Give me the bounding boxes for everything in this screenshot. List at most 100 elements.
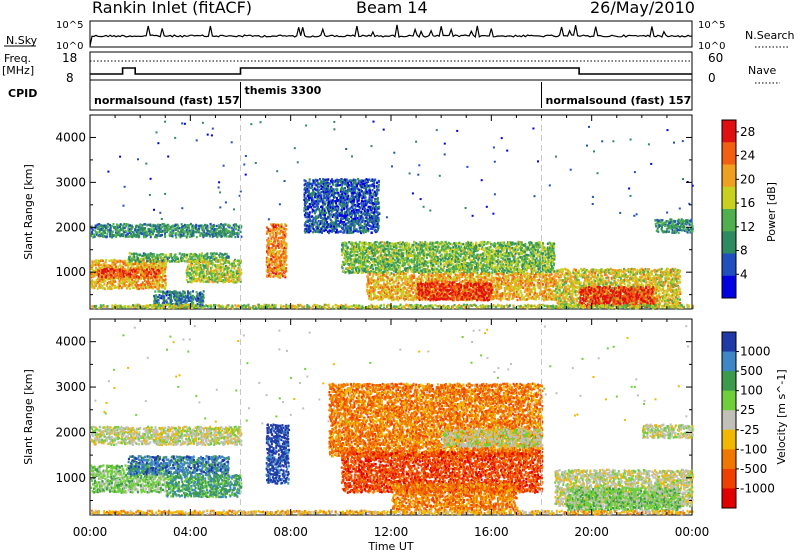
data-cell — [143, 252, 146, 256]
data-cell — [416, 269, 419, 272]
data-cell — [374, 178, 377, 181]
data-cell — [373, 190, 376, 193]
data-cell — [320, 197, 323, 200]
data-cell — [216, 272, 219, 275]
data-cell — [162, 290, 165, 294]
data-cell — [358, 269, 361, 272]
data-cell — [120, 277, 122, 280]
data-cell — [346, 210, 349, 214]
data-cell — [306, 207, 309, 211]
data-cell — [121, 268, 124, 271]
data-cell — [97, 234, 100, 237]
data-cell — [312, 180, 315, 183]
data-cell — [152, 255, 155, 258]
data-cell — [331, 203, 334, 206]
data-cell — [128, 268, 131, 272]
data-cell — [120, 272, 123, 275]
data-cell — [347, 231, 350, 235]
data-cell — [341, 222, 344, 226]
data-cell — [317, 214, 320, 217]
data-cell — [325, 194, 328, 197]
data-cell — [330, 179, 332, 183]
data-cell — [275, 224, 278, 227]
data-cell — [202, 296, 205, 299]
data-cell — [326, 196, 329, 199]
data-cell — [155, 299, 158, 303]
data-cell — [188, 255, 191, 258]
data-cell — [142, 235, 145, 239]
data-cell — [90, 234, 93, 238]
data-cell — [140, 285, 143, 288]
data-cell — [208, 280, 211, 283]
data-cell — [101, 285, 104, 288]
data-cell — [104, 231, 107, 235]
data-cell — [92, 236, 95, 239]
data-cell — [157, 259, 159, 262]
data-cell — [131, 259, 134, 262]
data-cell — [208, 230, 211, 233]
data-cell — [377, 218, 380, 222]
data-cell — [220, 253, 223, 256]
data-cell — [240, 235, 243, 238]
data-cell — [451, 243, 454, 246]
data-cell — [197, 264, 200, 267]
data-cell — [328, 202, 331, 205]
data-cell — [321, 201, 324, 204]
data-cell — [151, 287, 154, 290]
data-cell — [190, 273, 193, 276]
data-cell — [276, 265, 279, 268]
data-cell — [135, 284, 138, 288]
data-cell — [362, 217, 365, 220]
data-cell — [273, 266, 276, 270]
data-cell — [375, 216, 378, 220]
data-cell — [138, 287, 140, 290]
data-cell — [149, 282, 152, 286]
data-cell — [185, 236, 188, 239]
data-cell — [136, 260, 139, 264]
data-cell — [332, 179, 335, 183]
data-cell — [284, 230, 287, 233]
data-cell — [171, 235, 174, 238]
data-cell — [91, 260, 94, 263]
data-cell — [342, 189, 345, 192]
data-cell — [472, 268, 475, 271]
data-cell — [146, 253, 149, 256]
data-cell — [182, 293, 185, 297]
data-cell — [322, 198, 325, 202]
data-cell — [350, 215, 353, 219]
data-cell — [346, 213, 349, 216]
data-cell — [311, 198, 313, 201]
data-cell — [199, 264, 202, 267]
data-cell — [268, 259, 271, 263]
data-cell — [144, 285, 146, 288]
data-cell — [376, 181, 378, 184]
data-cell — [371, 196, 374, 199]
data-cell — [348, 200, 351, 203]
data-cell — [373, 214, 376, 217]
data-cell — [100, 280, 103, 284]
data-cell — [98, 233, 101, 237]
data-cell — [434, 253, 437, 256]
data-cell — [312, 221, 315, 224]
data-cell — [334, 227, 336, 230]
data-cell — [371, 202, 374, 205]
data-cell — [167, 228, 170, 232]
data-cell — [336, 224, 339, 227]
data-cell — [267, 269, 270, 272]
data-cell — [185, 271, 188, 275]
data-cell — [358, 259, 361, 262]
data-cell — [304, 182, 307, 186]
data-cell — [235, 281, 238, 284]
data-cell — [278, 269, 281, 272]
data-cell — [161, 233, 163, 237]
data-cell — [274, 274, 277, 277]
data-cell — [119, 272, 121, 276]
data-cell — [141, 273, 144, 276]
data-cell — [315, 225, 318, 229]
data-cell — [230, 235, 233, 238]
data-cell — [316, 205, 319, 208]
data-cell — [203, 233, 206, 236]
data-cell — [164, 304, 167, 307]
data-cell — [345, 212, 348, 215]
data-cell — [161, 292, 164, 296]
